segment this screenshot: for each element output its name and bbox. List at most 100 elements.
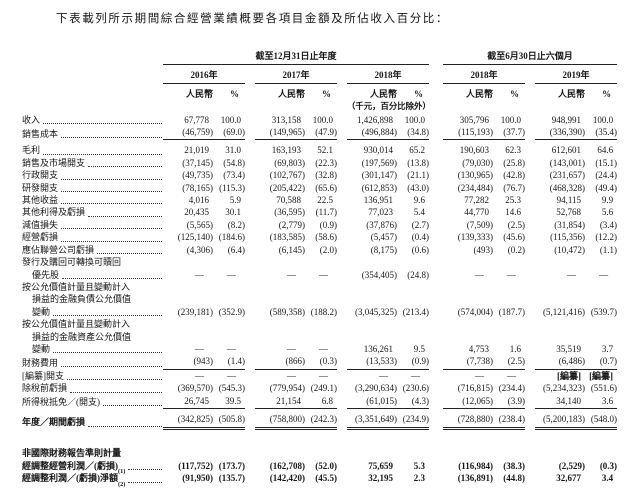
row-label: 經調整經營利潤／(虧損) (1): [21, 460, 163, 475]
value-cell: 64.6: [597, 145, 614, 156]
value-cell: (65.6): [315, 182, 337, 193]
period-header-interim: 截至6月30日止六個月: [443, 50, 618, 66]
value-cell: (25.8): [503, 157, 526, 168]
dot-leader: [88, 166, 162, 168]
value-cell: 77,282: [464, 195, 490, 206]
value-cell: (545.3): [218, 383, 245, 394]
value-cell: (21.1): [407, 170, 430, 181]
value-cell: (8.2): [227, 219, 245, 230]
dot-leader: [61, 178, 162, 180]
dot-leader: [61, 228, 162, 230]
table-row: 其他收益 4,016 5.9 70,588 22.5 136,951 9.6 77,282 25…: [21, 194, 617, 206]
value-cell: 44,770: [464, 207, 490, 218]
value-cell: (342,825): [163, 408, 213, 431]
value-cell: 52,768: [556, 207, 582, 218]
value-cell: 948,991: [551, 114, 582, 125]
value-cell: (58.6): [315, 232, 337, 243]
value-cell: (139,333): [457, 232, 494, 243]
value-cell: (197,569): [361, 157, 397, 168]
value-cell: (539.7): [590, 306, 618, 317]
year-header-2018: 2018年: [347, 64, 430, 84]
value-cell: 100.0: [404, 114, 426, 125]
row-label: 經營虧損: [21, 231, 163, 243]
value-cell: (866): [255, 355, 305, 370]
value-cell: 3.7: [601, 343, 614, 354]
value-cell: —: [287, 343, 296, 354]
row-label: 應佔聯營公司虧損: [21, 244, 163, 256]
value-cell: (3.9): [493, 394, 526, 409]
row-label: 銷售成本: [21, 126, 163, 140]
value-cell: (0.6): [411, 244, 430, 255]
table-row: 經營虧損 (125,140) (184.6) (183,585) (58.6) (5,45…: [21, 231, 617, 243]
value-cell: (34.8): [397, 126, 430, 141]
value-cell: (3.4): [599, 219, 618, 230]
value-cell: 1.6: [509, 343, 522, 354]
value-cell: (242.3): [305, 408, 337, 431]
value-cell: (69.0): [213, 126, 245, 141]
value-cell: —: [227, 343, 236, 354]
value-cell: (2,529): [558, 460, 586, 471]
value-cell: (234.4): [498, 383, 526, 394]
value-cell: —: [567, 269, 577, 280]
value-cell: (149,965): [255, 126, 305, 141]
value-cell: (135.7): [218, 473, 245, 484]
pct-header: %: [510, 88, 520, 99]
value-cell: (1.1): [599, 244, 618, 255]
value-cell: (115,193): [443, 126, 494, 141]
value-cell: (162,708): [269, 460, 305, 471]
value-cell: (49,735): [182, 170, 213, 181]
dot-leader: [43, 153, 162, 155]
value-cell: 32,195: [368, 473, 393, 484]
value-cell: 100.0: [500, 114, 522, 125]
value-cell: 39.5: [213, 394, 245, 409]
value-cell: 4,016: [188, 195, 209, 206]
value-cell: (125,140): [177, 232, 213, 243]
value-cell: (2.5): [493, 355, 526, 370]
value-cell: —: [319, 269, 328, 280]
pct-header: %: [230, 88, 239, 99]
value-cell: (61,015): [347, 394, 397, 409]
row-label: 行政開支: [21, 169, 163, 181]
value-cell: (78,165): [182, 182, 213, 193]
row-label: 其他收益: [21, 194, 163, 206]
value-cell: (5,200,183): [535, 408, 586, 431]
value-cell: (46,759): [163, 126, 213, 141]
table-row: 行政開支 (49,735) (73.4) (102,767) (32.8) (301,14…: [21, 169, 617, 181]
value-cell: (73.4): [223, 170, 245, 181]
value-cell: (15.1): [595, 157, 618, 168]
dot-leader: [61, 366, 162, 368]
value-cell: 930,014: [363, 145, 393, 156]
value-cell: (187.7): [498, 306, 526, 317]
dot-leader: [70, 391, 162, 393]
value-cell: 9.9: [601, 195, 614, 206]
value-cell: (6.4): [227, 244, 245, 255]
value-cell: (612,853): [361, 182, 397, 193]
value-cell: (38.3): [503, 460, 526, 471]
value-cell: (130,965): [457, 170, 494, 181]
value-cell: (493): [473, 244, 494, 255]
value-cell: (0.9): [319, 219, 337, 230]
table-row: [21, 429, 617, 448]
value-cell: 9.6: [413, 195, 426, 206]
value-cell: (45.5): [315, 473, 337, 484]
table-row: 發行及購回可轉換可贖回 優先股 — — — — (354,405) (24.8) — — — —: [21, 256, 617, 281]
row-label: 非國際財務報告準則計量: [22, 448, 122, 459]
table-row: 除稅前虧損 (369,570) (545.3) (779,954) (249.1) (3,…: [21, 382, 617, 394]
year-header-2017: 2017年: [255, 64, 337, 84]
value-cell: (4,306): [186, 244, 213, 255]
dot-leader: [61, 136, 162, 138]
value-cell: (52.0): [315, 460, 337, 471]
value-cell: —: [599, 269, 609, 280]
value-cell: 100.0: [220, 114, 241, 125]
row-label: [編纂]開支: [21, 369, 163, 382]
table-row: 經調整經營利潤／(虧損) (1) (117,752) (173.7) (162,708)…: [21, 460, 617, 475]
value-cell: (54.8): [223, 157, 245, 168]
value-cell: (301,147): [361, 170, 397, 181]
value-cell: —: [195, 370, 204, 381]
value-cell: (35.4): [585, 126, 618, 141]
value-cell: (352.9): [218, 306, 245, 317]
income-statement-table: 截至12月31日止年度 截至6月30日止六個月 2016年 2017年 2018…: [21, 50, 618, 487]
value-cell: (0.7): [585, 355, 618, 370]
value-cell: (548.0): [585, 408, 618, 431]
value-cell: (505.8): [213, 408, 245, 431]
